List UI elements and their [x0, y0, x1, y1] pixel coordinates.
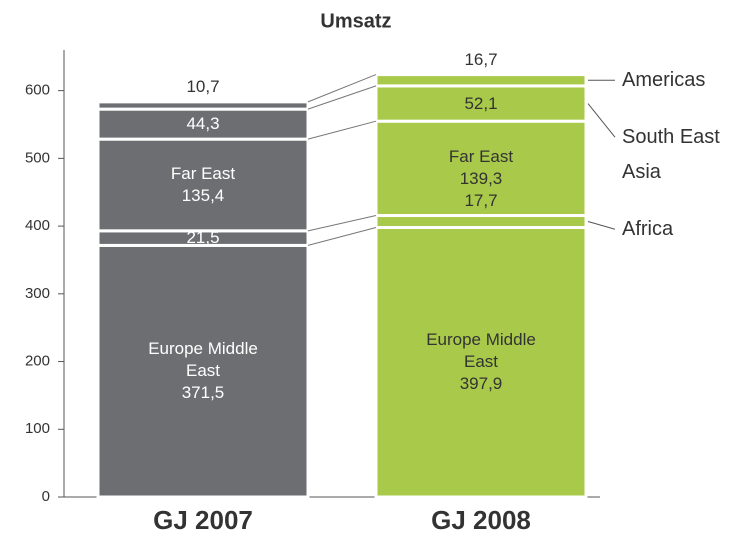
connector: [307, 215, 377, 232]
value-label: 44,3: [186, 114, 220, 134]
connector: [307, 227, 377, 246]
callout-label: South East Asia: [622, 126, 720, 184]
bar-segment: [96, 107, 310, 141]
bar-segment: [374, 214, 588, 230]
connector: [307, 85, 377, 110]
callout-label: Africa: [622, 218, 674, 241]
value-label: 139,3: [459, 169, 503, 189]
bar-segment: [374, 73, 588, 88]
segment-label: 44,3: [98, 109, 308, 139]
bar-segment: [374, 226, 588, 499]
callout-line: [587, 221, 616, 230]
connector: [307, 120, 377, 140]
value-label: 21,5: [186, 228, 220, 248]
segment-label: Far East 139,3: [376, 121, 586, 215]
y-tick-label: 0: [42, 488, 50, 505]
y-tick-label: 400: [25, 217, 50, 234]
callout-line: [587, 103, 616, 138]
segment-label: Europe Middle East 397,9: [376, 228, 586, 497]
bar-segment: [96, 243, 310, 499]
value-label: 10,7: [186, 76, 220, 96]
bar-segment: [96, 100, 310, 111]
segment-label: 52,1: [376, 86, 586, 121]
value-label: 371,5: [181, 383, 225, 403]
segment-label: Europe Middle East 371,5: [98, 245, 308, 497]
y-tick-label: 500: [25, 149, 50, 166]
x-tick-label: GJ 2008: [431, 505, 531, 535]
bar-segment: [96, 137, 310, 233]
y-tick-label: 100: [25, 420, 50, 437]
segment-label: Far East 135,4: [98, 139, 308, 231]
connector: [307, 74, 377, 103]
series-name: Far East: [448, 147, 514, 167]
value-label: 135,4: [181, 185, 225, 205]
x-tick-label: GJ 2007: [153, 505, 253, 535]
y-tick-label: 600: [25, 82, 50, 99]
value-label: 17,7: [464, 190, 498, 210]
callout-label: Americas: [622, 69, 706, 92]
y-tick-label: 300: [25, 285, 50, 302]
series-name: Far East: [170, 163, 236, 183]
value-label: 52,1: [464, 93, 498, 113]
y-tick-label: 200: [25, 353, 50, 370]
chart-title: Umsatz: [320, 10, 391, 32]
segment-label: 21,5: [98, 228, 308, 247]
bar-segment: [374, 119, 588, 218]
series-name: Europe Middle East: [426, 330, 536, 372]
series-name: Europe Middle East: [148, 339, 258, 381]
value-label: 397,9: [459, 374, 503, 394]
bar-segment: [374, 84, 588, 123]
value-label: 16,7: [464, 49, 498, 69]
